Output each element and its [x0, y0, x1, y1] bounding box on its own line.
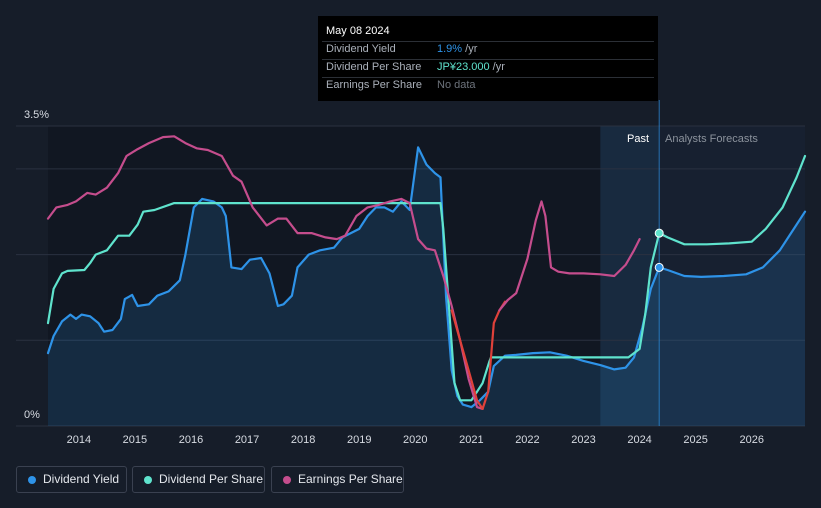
x-tick-label: 2025 — [683, 434, 707, 446]
x-tick-label: 2023 — [571, 434, 595, 446]
tooltip-divider — [322, 41, 654, 42]
x-tick-label: 2016 — [179, 434, 203, 446]
x-tick-label: 2015 — [123, 434, 147, 446]
legend-dot-icon — [283, 476, 291, 484]
legend-label: Earnings Per Share — [298, 472, 403, 486]
tooltip-label-earnings-per-share: Earnings Per Share — [326, 79, 422, 91]
earnings-negative-line — [450, 300, 507, 410]
x-tick-label: 2026 — [739, 434, 763, 446]
x-tick-label: 2022 — [515, 434, 539, 446]
data-point-marker — [654, 228, 664, 238]
x-tick-label: 2020 — [403, 434, 427, 446]
data-point-marker — [654, 262, 664, 272]
dividend-per-share-line — [46, 154, 807, 402]
x-tick-label: 2018 — [291, 434, 315, 446]
x-tick-label: 2014 — [67, 434, 91, 446]
tooltip-suffix: /yr — [489, 61, 505, 73]
legend-label: Dividend Yield — [43, 472, 120, 486]
legend-label: Dividend Per Share — [159, 472, 264, 486]
tooltip-value: JP¥23.000 — [437, 61, 490, 73]
x-tick-label: 2019 — [347, 434, 371, 446]
y-axis-bottom-label: 0% — [24, 409, 40, 421]
tooltip-divider — [322, 59, 654, 60]
x-tick-label: 2024 — [627, 434, 651, 446]
tooltip-label-dividend-per-share: Dividend Per Share — [326, 61, 422, 73]
tooltip-value: No data — [437, 79, 476, 91]
forecast-region-label: Analysts Forecasts — [665, 133, 758, 145]
tooltip-label-dividend-yield: Dividend Yield — [326, 43, 396, 55]
tooltip-suffix: /yr — [462, 43, 478, 55]
dividend-yield-line — [46, 146, 807, 409]
tooltip-value: 1.9% — [437, 43, 463, 55]
y-axis-top-label: 3.5% — [24, 109, 49, 121]
earnings-per-share-line — [46, 135, 484, 410]
tooltip-value-earnings-per-share: No data — [437, 79, 476, 91]
earnings-per-share-line — [498, 200, 641, 312]
tooltip: May 08 2024 Dividend Yield 1.9% /yr Divi… — [318, 16, 658, 101]
x-tick-label: 2017 — [235, 434, 259, 446]
x-tick-label: 2021 — [459, 434, 483, 446]
tooltip-value-dividend-per-share: JP¥23.000 /yr — [437, 61, 505, 73]
tooltip-divider — [322, 77, 654, 78]
tooltip-value-dividend-yield: 1.9% /yr — [437, 43, 477, 55]
legend-dividend-per-share[interactable]: Dividend Per Share — [132, 466, 265, 493]
tooltip-date: May 08 2024 — [326, 25, 390, 37]
legend-dot-icon — [28, 476, 36, 484]
legend-dot-icon — [144, 476, 152, 484]
past-region-label: Past — [627, 133, 649, 145]
legend-dividend-yield[interactable]: Dividend Yield — [16, 466, 127, 493]
legend-earnings-per-share[interactable]: Earnings Per Share — [271, 466, 404, 493]
dividend-yield-area — [48, 147, 805, 426]
